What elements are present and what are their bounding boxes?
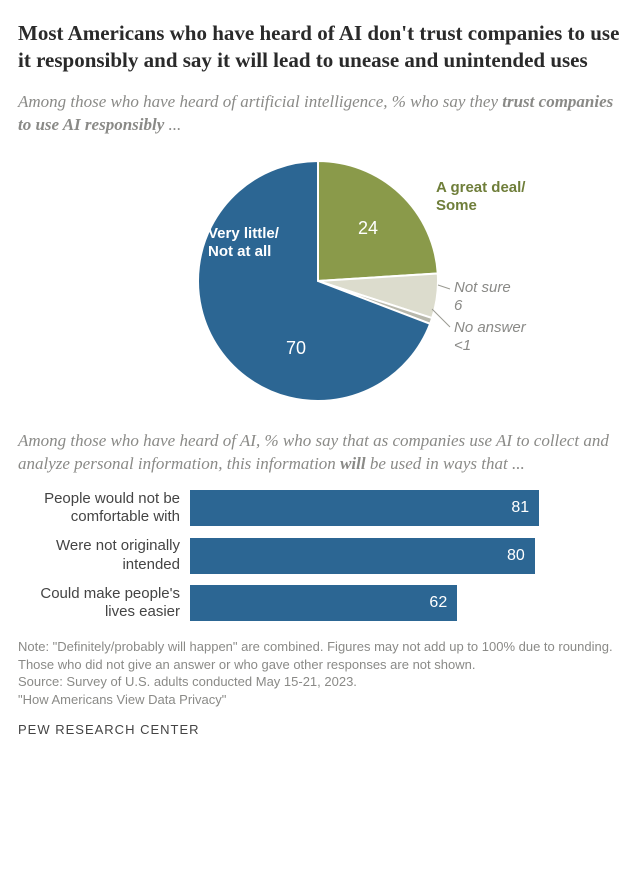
pie-slice-label: No answer xyxy=(454,319,526,338)
bar-label: Could make people's lives easier xyxy=(18,585,190,623)
bars-subhead: Among those who have heard of AI, % who … xyxy=(18,429,621,476)
org-credit: PEW RESEARCH CENTER xyxy=(18,722,621,737)
pie-subhead: Among those who have heard of artificial… xyxy=(18,90,621,137)
subhead1-suffix: ... xyxy=(164,115,181,134)
note-line: "How Americans View Data Privacy" xyxy=(18,691,621,709)
bar-label: Were not originally intended xyxy=(18,537,190,575)
pie-slice-label: A great deal/Some xyxy=(436,179,525,217)
subhead2-suffix: be used in ways that ... xyxy=(366,454,525,473)
pie-leaders xyxy=(18,151,618,411)
bar-track: 81 xyxy=(190,490,621,526)
bar-row: Were not originally intended80 xyxy=(18,537,621,575)
bar-label: People would not be comfortable with xyxy=(18,490,190,528)
bar-fill: 62 xyxy=(190,585,457,621)
bar-chart: People would not be comfortable with81We… xyxy=(18,490,621,623)
subhead2-emph: will xyxy=(340,454,366,473)
pie-slice-value: 70 xyxy=(286,337,306,360)
pie-chart: A great deal/Some 24 Not sure6 No answer<1 V… xyxy=(18,151,618,411)
footnotes: Note: "Definitely/probably will happen" … xyxy=(18,638,621,708)
pie-slice-value: 24 xyxy=(358,217,378,240)
subhead1-prefix: Among those who have heard of artificial… xyxy=(18,92,502,111)
pie-slice-label: Very little/Not at all xyxy=(208,225,279,263)
bar-fill: 81 xyxy=(190,490,539,526)
bar-row: People would not be comfortable with81 xyxy=(18,490,621,528)
pie-slice-value: 6 xyxy=(454,297,462,316)
bar-track: 80 xyxy=(190,538,621,574)
note-line: Note: "Definitely/probably will happen" … xyxy=(18,638,621,673)
bar-track: 62 xyxy=(190,585,621,621)
bar-fill: 80 xyxy=(190,538,535,574)
pie-slice-label: Not sure xyxy=(454,279,511,298)
bar-row: Could make people's lives easier62 xyxy=(18,585,621,623)
pie-slice-value: <1 xyxy=(454,337,471,356)
chart-headline: Most Americans who have heard of AI don'… xyxy=(18,20,621,74)
note-line: Source: Survey of U.S. adults conducted … xyxy=(18,673,621,691)
